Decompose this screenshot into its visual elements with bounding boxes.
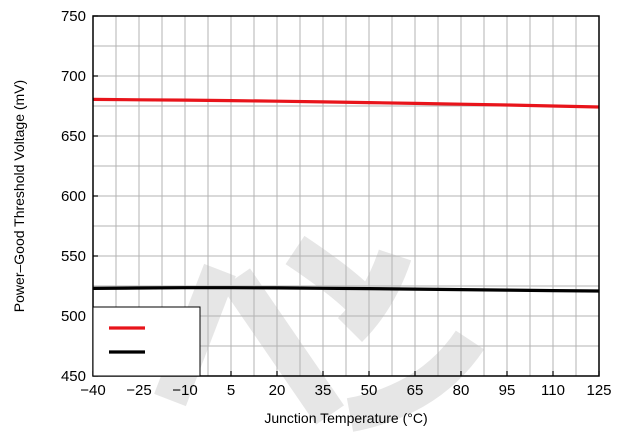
y-tick-label: 500	[61, 308, 86, 325]
legend	[92, 306, 201, 377]
series-line-2	[92, 286, 600, 293]
x-tick-label: −25	[126, 382, 151, 399]
x-tick-label: 110	[541, 382, 565, 399]
y-tick-label: 700	[61, 68, 86, 85]
x-tick-label: 80	[453, 382, 470, 399]
x-tick-label: −10	[172, 382, 197, 399]
x-tick-label: 35	[315, 382, 332, 399]
x-tick-label: 50	[361, 382, 378, 399]
y-tick-label: 650	[61, 128, 86, 145]
y-tick-label: 450	[61, 368, 86, 385]
x-tick-label: 20	[269, 382, 286, 399]
y-axis-label: Power–Good Threshold Voltage (mV)	[11, 80, 27, 312]
series-layer	[92, 97, 600, 293]
y-tick-labels: 450 500 550 600 650 700 750	[61, 8, 86, 385]
x-tick-label: 95	[499, 382, 516, 399]
x-tick-label: −40	[80, 382, 105, 399]
legend-box	[92, 306, 201, 377]
y-tick-label: 600	[61, 188, 86, 205]
grid	[93, 16, 599, 376]
x-tick-label: 65	[407, 382, 424, 399]
x-tick-label: 5	[227, 382, 235, 399]
x-tick-labels: −40 −25 −10 5 20 35 50 65 80 95 110 125	[80, 382, 611, 399]
x-tick-label: 125	[586, 382, 611, 399]
y-tick-label: 550	[61, 248, 86, 265]
y-tick-label: 750	[61, 8, 86, 25]
series-line-1	[92, 97, 600, 109]
x-axis-label: Junction Temperature (°C)	[264, 410, 427, 426]
